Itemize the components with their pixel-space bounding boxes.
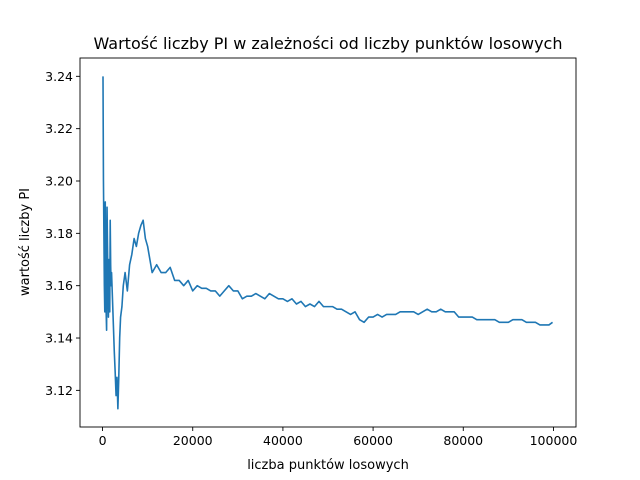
x-tick-label: 40000 [263, 433, 303, 448]
x-axis-ticks: 0 20000 40000 60000 80000 100000 [99, 427, 578, 448]
x-tick-label: 0 [99, 433, 107, 448]
y-tick-label: 3.14 [45, 331, 73, 346]
y-tick-label: 3.12 [45, 383, 73, 398]
plot-frame [79, 57, 577, 428]
x-tick-label: 100000 [530, 433, 578, 448]
x-axis-label: liczba punktów losowych [247, 458, 409, 473]
series-layer [102, 76, 554, 410]
x-tick-label: 60000 [353, 433, 393, 448]
y-tick-label: 3.22 [45, 121, 73, 136]
y-axis-label: wartość liczby PI [18, 188, 33, 296]
y-tick-label: 3.16 [45, 278, 73, 293]
x-tick-label: 80000 [443, 433, 483, 448]
series-line [102, 76, 554, 410]
y-axis-ticks: 3.12 3.14 3.16 3.18 3.20 3.22 3.24 [45, 69, 80, 398]
y-tick-label: 3.20 [45, 174, 73, 189]
y-tick-label: 3.18 [45, 226, 73, 241]
chart-title: Wartość liczby PI w zależności od liczby… [94, 34, 563, 53]
x-tick-label: 20000 [173, 433, 213, 448]
y-tick-label: 3.24 [45, 69, 73, 84]
